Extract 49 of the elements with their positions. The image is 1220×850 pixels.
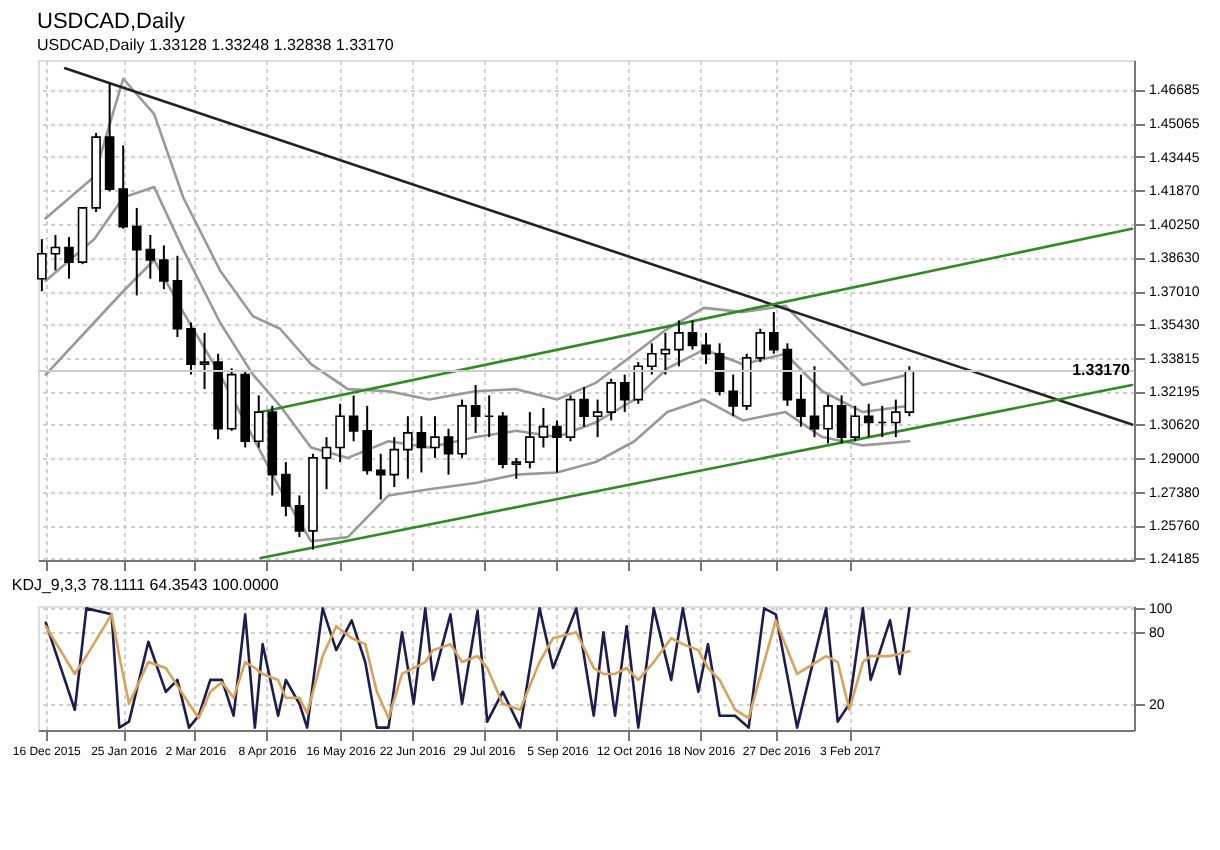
candlestick	[552, 419, 562, 474]
candlestick	[348, 394, 359, 443]
candlestick	[796, 373, 806, 428]
candlestick	[172, 254, 183, 339]
candlestick	[294, 494, 305, 539]
candlestick	[863, 402, 874, 439]
candlestick	[769, 311, 779, 355]
candlestick	[159, 244, 169, 291]
candlestick	[565, 394, 576, 443]
candlestick	[457, 398, 467, 459]
candlestick	[647, 342, 657, 376]
candlestick	[253, 394, 264, 449]
candlestick	[131, 206, 142, 297]
candlestick	[281, 461, 291, 518]
candlestick	[606, 377, 616, 422]
candlestick	[145, 234, 156, 280]
candlestick	[118, 144, 128, 230]
ref-line-label: 1.33170	[1072, 361, 1132, 380]
candlestick	[430, 415, 440, 459]
candlestick	[823, 394, 833, 445]
candlestick	[50, 234, 61, 272]
candlestick	[728, 373, 738, 418]
candlestick	[674, 319, 684, 368]
candlestick	[470, 384, 481, 434]
candlestick	[850, 404, 860, 443]
candlestick	[321, 436, 332, 491]
candlestick	[362, 404, 372, 476]
candlestick	[199, 331, 210, 391]
candlestick	[660, 331, 671, 376]
candlestick	[592, 398, 603, 439]
candlestick	[687, 319, 698, 351]
candlestick	[37, 238, 47, 293]
candlestick	[443, 427, 454, 476]
candlestick	[538, 406, 549, 449]
candlestick	[579, 386, 589, 428]
candlestick	[525, 411, 535, 470]
chart-title: USDCAD,Daily	[37, 10, 186, 34]
candlestick	[335, 402, 345, 464]
chart-subtitle: USDCAD,Daily 1.33128 1.33248 1.32838 1.33170	[37, 36, 395, 54]
candlestick	[836, 394, 847, 445]
candlestick	[904, 365, 915, 418]
candlestick	[701, 331, 711, 366]
candlestick	[186, 321, 196, 376]
candlestick	[416, 415, 427, 474]
chart-title: KDJ_9,3,3 78.1111 64.3543 100.0000	[11, 576, 280, 595]
candlestick	[64, 236, 74, 280]
candlestick	[891, 398, 901, 439]
candlestick	[809, 365, 820, 439]
candlestick	[403, 415, 413, 480]
